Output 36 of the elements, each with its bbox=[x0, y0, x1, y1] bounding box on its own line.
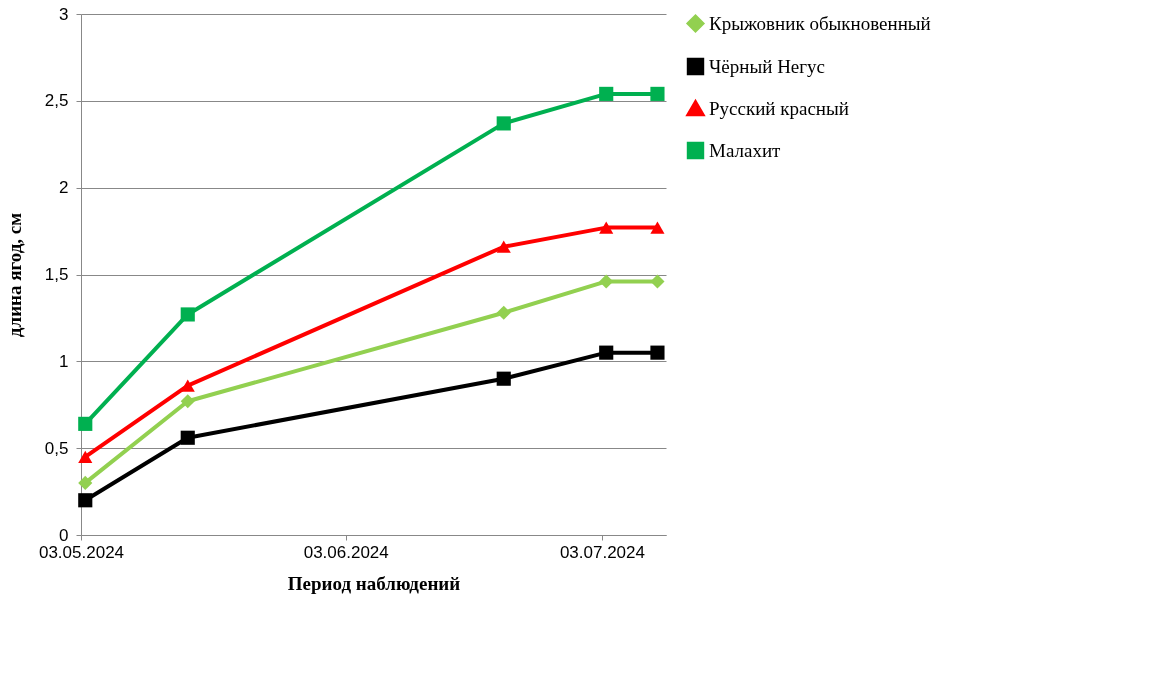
y-tick-label: 0,5 bbox=[44, 438, 69, 458]
point bbox=[180, 430, 195, 445]
point bbox=[496, 116, 511, 131]
legend-label: Крыжовник обыкновенный bbox=[709, 12, 931, 34]
point bbox=[496, 371, 511, 386]
x-tick-label: 03.05.2024 bbox=[38, 542, 125, 562]
point bbox=[180, 394, 195, 409]
point bbox=[180, 379, 195, 392]
x-tick-label: 03.06.2024 bbox=[303, 542, 389, 562]
y-tick-label: 3 bbox=[59, 4, 69, 24]
point bbox=[599, 274, 614, 289]
point bbox=[180, 307, 195, 322]
legend-label: Русский красный bbox=[709, 97, 849, 119]
point bbox=[599, 221, 614, 234]
y-tick-label: 2 bbox=[59, 178, 69, 198]
point bbox=[650, 86, 665, 101]
y-tick-label: 0 bbox=[59, 525, 69, 545]
point bbox=[599, 345, 614, 360]
point bbox=[650, 274, 665, 289]
y-tick-label: 1 bbox=[59, 351, 69, 371]
y-tick-label: 1,5 bbox=[44, 265, 69, 284]
point bbox=[650, 345, 665, 360]
point bbox=[78, 475, 93, 490]
point bbox=[650, 221, 665, 234]
point bbox=[599, 86, 614, 101]
point bbox=[496, 240, 511, 253]
y-axis-title: длина ягод, см bbox=[3, 212, 25, 338]
point bbox=[496, 305, 511, 320]
legend-label: Малахит bbox=[709, 139, 782, 161]
y-tick-label: 2,5 bbox=[44, 91, 69, 111]
x-tick-label: 03.07.2024 bbox=[559, 542, 645, 562]
x-axis-title: Период наблюдений bbox=[287, 572, 461, 594]
point bbox=[78, 493, 93, 508]
point bbox=[78, 416, 93, 431]
point bbox=[78, 450, 93, 463]
legend-label: Чёрный Негус bbox=[709, 55, 826, 77]
